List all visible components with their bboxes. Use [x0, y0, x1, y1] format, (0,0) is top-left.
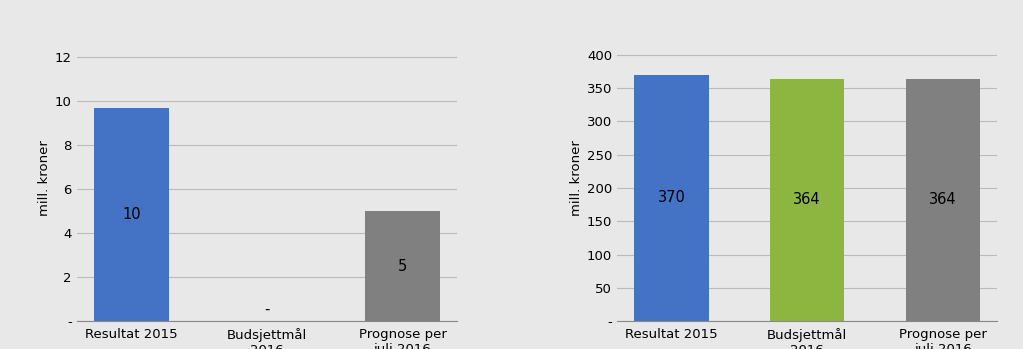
Bar — [905, 79, 980, 321]
Bar — [94, 107, 169, 321]
Y-axis label: mill. kroner: mill. kroner — [570, 140, 582, 216]
Bar — [365, 211, 440, 321]
Text: 370: 370 — [658, 191, 685, 206]
Text: -: - — [264, 302, 270, 317]
Text: 364: 364 — [794, 192, 821, 207]
Text: 10: 10 — [122, 207, 140, 222]
Bar — [770, 79, 845, 321]
Text: 364: 364 — [929, 192, 957, 207]
Bar — [634, 75, 709, 321]
Y-axis label: mill. kroner: mill. kroner — [38, 140, 51, 216]
Text: 5: 5 — [398, 259, 407, 274]
